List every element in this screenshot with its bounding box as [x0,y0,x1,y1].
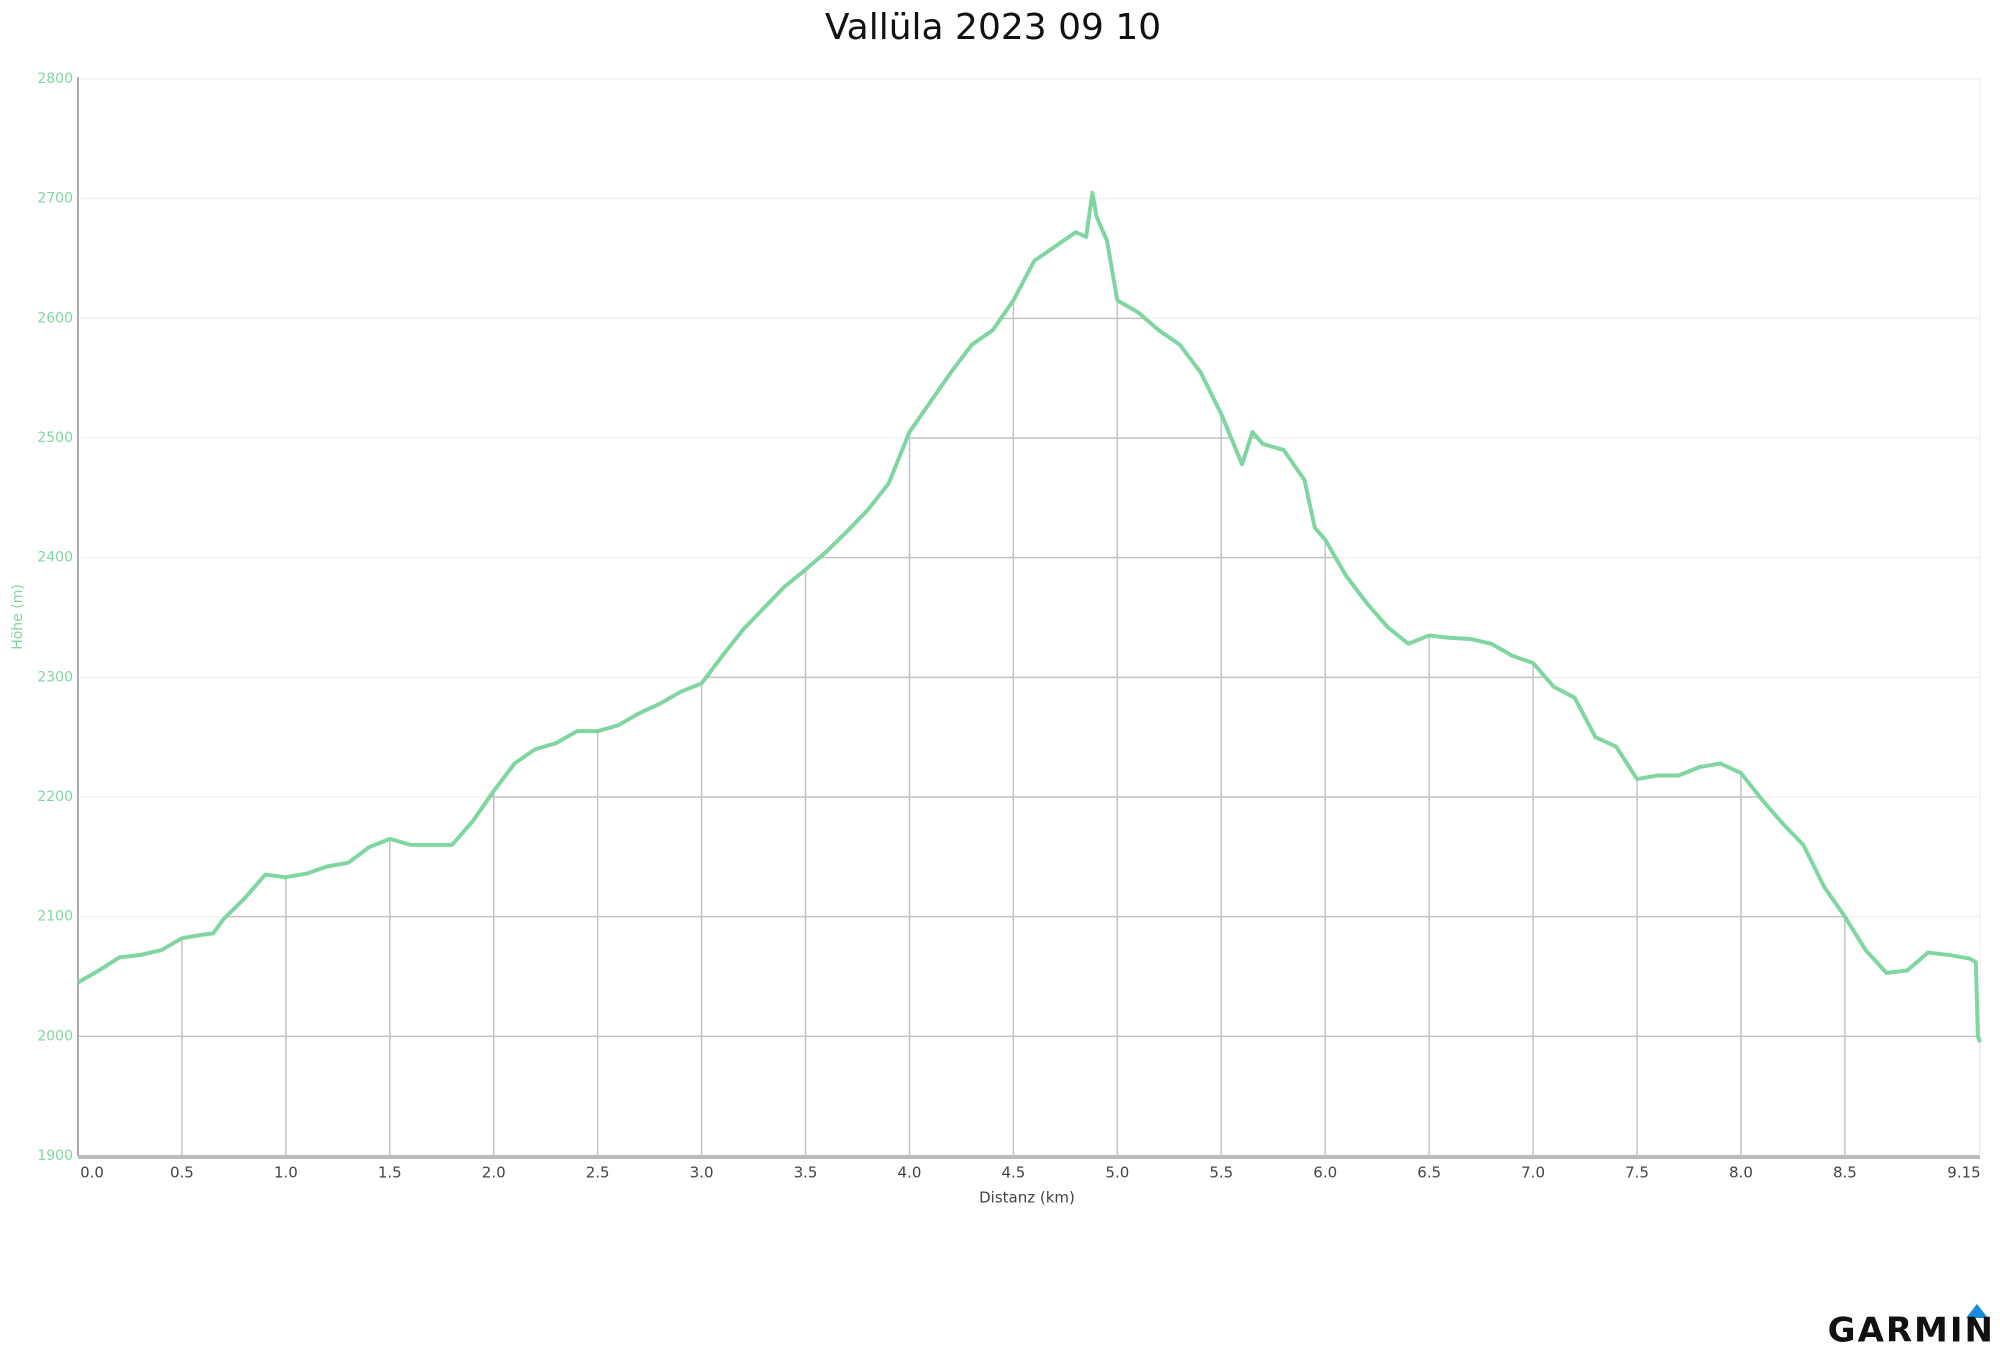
x-tick-label: 7.5 [1625,1164,1649,1182]
x-tick-label: 8.5 [1833,1164,1857,1182]
logo-triangle [1966,1304,1988,1318]
logo: GARMIN [1828,1311,1995,1346]
x-tick-label: 9.15 [1947,1164,1980,1182]
y-tick-label: 2700 [37,191,73,207]
x-tick-label: 4.0 [898,1164,922,1182]
x-tick-label: 2.0 [482,1164,506,1182]
x-tick-label: 0.0 [80,1164,104,1182]
x-tick-label: 8.0 [1729,1164,1753,1182]
y-tick-label: 1900 [37,1148,73,1164]
elevation-line [77,190,1982,1043]
x-tick-label: 4.5 [1001,1164,1025,1182]
x-tick-label: 3.5 [794,1164,818,1182]
x-tick-label: 7.0 [1521,1164,1545,1182]
chart-title: Vallüla 2023 09 10 [825,7,1161,48]
y-tick-label: 2100 [37,909,73,925]
x-tick-label: 1.5 [378,1164,402,1182]
y-tick-label: 2400 [37,550,73,566]
y-tick-label: 2800 [37,71,73,87]
y-tick-label: 2500 [37,430,73,446]
y-tick-label: 2000 [37,1028,73,1044]
x-tick-label: 6.5 [1417,1164,1441,1182]
y-axis-label: Höhe (m) [10,584,26,650]
x-tick-label: 1.0 [274,1164,298,1182]
x-tick-label: 3.0 [690,1164,714,1182]
x-axis-label: Distanz (km) [979,1189,1075,1207]
x-tick-label: 5.0 [1105,1164,1129,1182]
y-tick-label: 2300 [37,669,73,685]
x-tick-label: 0.5 [170,1164,194,1182]
y-tick-label: 2600 [37,310,73,326]
x-tick-label: 2.5 [586,1164,610,1182]
x-tick-label: 5.5 [1209,1164,1233,1182]
x-tick-label: 6.0 [1313,1164,1337,1182]
y-tick-label: 2200 [37,789,73,805]
